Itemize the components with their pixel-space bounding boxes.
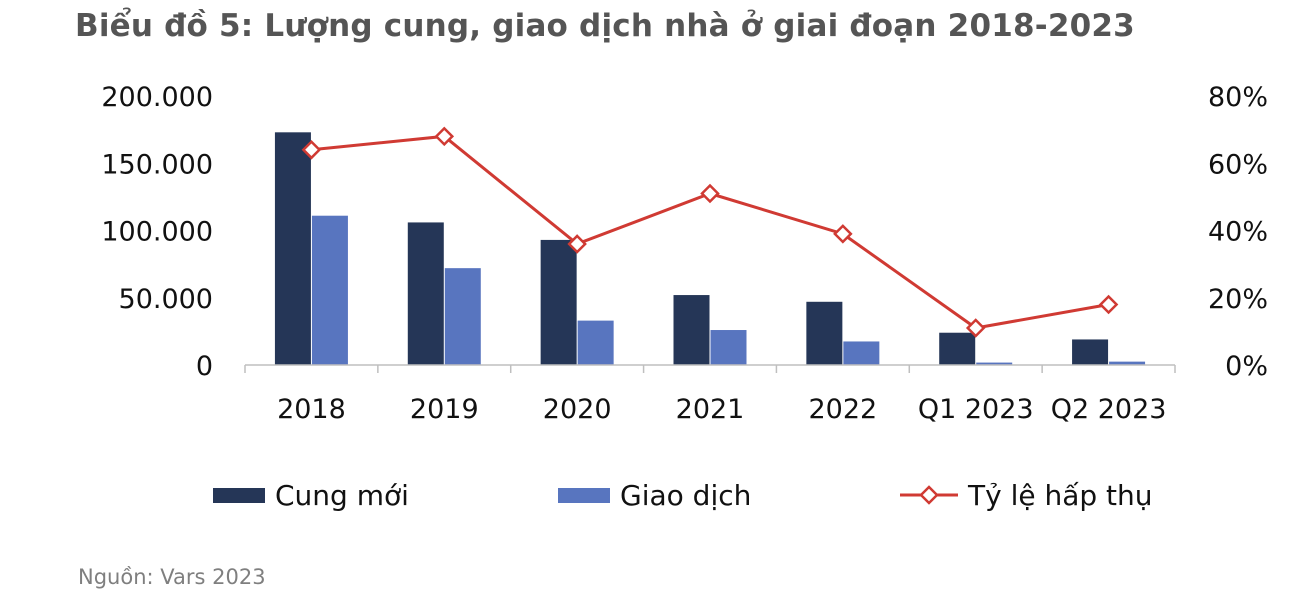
- x-axis-labels: 2018 2019 2020 2021 2022 Q1 2023 Q2 2023: [277, 394, 1166, 425]
- legend-swatch-cung-moi: [213, 488, 265, 503]
- x-tick-label: 2019: [410, 394, 479, 425]
- point-ty-le-hap-thu: [434, 126, 455, 147]
- source-note: Nguồn: Vars 2023: [78, 565, 266, 589]
- legend-label-giao-dich: Giao dịch: [620, 479, 751, 512]
- bar-cung-moi: [673, 295, 710, 365]
- bar-cung-moi: [939, 332, 976, 365]
- x-tick-label: 2020: [543, 394, 612, 425]
- bar-giao-dich: [843, 341, 880, 365]
- y-right-tick-label: 80%: [1208, 82, 1268, 113]
- y-right-tick-label: 40%: [1208, 217, 1268, 248]
- bar-giao-dich: [577, 320, 614, 365]
- y-right-tick-label: 60%: [1208, 149, 1268, 180]
- y-right-tick-label: 20%: [1208, 284, 1268, 315]
- legend: Cung mới Giao dịch Tỷ lệ hấp thụ: [213, 479, 1153, 512]
- chart-title: Biểu đồ 5: Lượng cung, giao dịch nhà ở g…: [75, 8, 1135, 44]
- x-tick-label: Q2 2023: [1051, 394, 1167, 425]
- x-axis-ticks: [244, 365, 1176, 373]
- y-left-axis: 0 50.000 100.000 150.000 200.000: [101, 82, 213, 382]
- point-ty-le-hap-thu: [833, 224, 853, 244]
- y-left-tick-label: 50.000: [119, 284, 213, 315]
- y-left-tick-label: 0: [196, 351, 213, 382]
- legend-label-ty-le: Tỷ lệ hấp thụ: [967, 479, 1153, 512]
- y-left-tick-label: 200.000: [101, 82, 213, 113]
- point-ty-le-hap-thu: [1098, 294, 1119, 315]
- bar-giao-dich: [311, 215, 348, 365]
- bar-cung-moi: [407, 222, 444, 365]
- y-left-tick-label: 150.000: [101, 149, 213, 180]
- legend-swatch-giao-dich: [558, 488, 610, 503]
- bar-giao-dich: [710, 330, 747, 365]
- point-ty-le-hap-thu: [301, 140, 322, 160]
- bar-cung-moi: [274, 132, 311, 365]
- bar-cung-moi: [540, 239, 577, 365]
- x-tick-label: 2018: [277, 394, 346, 425]
- y-right-axis: 0% 20% 40% 60% 80%: [1208, 82, 1268, 382]
- point-ty-le-hap-thu: [965, 318, 986, 338]
- point-ty-le-hap-thu: [700, 183, 720, 204]
- absorption-line-group: [301, 126, 1119, 338]
- bar-cung-moi: [1072, 339, 1109, 365]
- y-right-tick-label: 0%: [1225, 351, 1268, 382]
- bar-giao-dich: [976, 362, 1013, 365]
- legend-label-cung-moi: Cung mới: [275, 479, 409, 512]
- bar-giao-dich: [1109, 361, 1146, 365]
- x-tick-label: 2022: [808, 394, 877, 425]
- x-tick-label: Q1 2023: [918, 394, 1034, 425]
- bar-cung-moi: [806, 301, 843, 365]
- bars-group: [274, 132, 1146, 365]
- y-left-tick-label: 100.000: [101, 217, 213, 248]
- point-ty-le-hap-thu: [567, 234, 587, 254]
- x-tick-label: 2021: [676, 394, 745, 425]
- legend-marker-ty-le: [919, 485, 939, 505]
- bar-giao-dich: [444, 268, 481, 365]
